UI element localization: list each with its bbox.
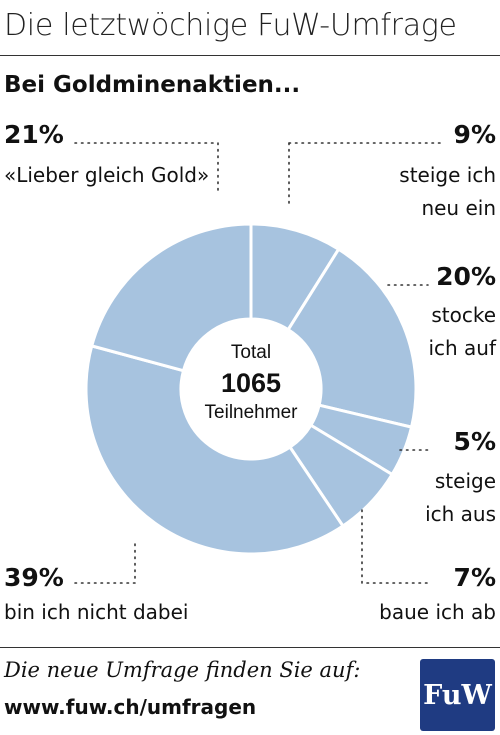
slice-label-baue-ab: baue ich ab	[379, 600, 496, 624]
slice-label-nicht-dabei: bin ich nicht dabei	[4, 600, 189, 624]
slice-percent-stocke-auf: 20%	[436, 262, 496, 291]
slice-label-gold: «Lieber gleich Gold»	[4, 163, 210, 187]
center-total-value: 1065	[221, 368, 281, 398]
slice-percent-neu-ein: 9%	[453, 120, 496, 149]
footer-text: Die neue Umfrage finden Sie auf:	[4, 658, 361, 682]
leader-line	[74, 142, 219, 194]
slice-label-steige-aus-1: steige	[434, 469, 496, 493]
leader-line	[361, 509, 429, 584]
center-total-unit: Teilnehmer	[205, 402, 299, 423]
slice-label-neu-ein-2: neu ein	[421, 196, 496, 220]
footer-url-link[interactable]: www.fuw.ch/umfragen	[4, 695, 257, 719]
slice-percent-nicht-dabei: 39%	[4, 563, 64, 592]
fuw-logo-text: FuW	[423, 679, 492, 711]
leader-line	[74, 539, 136, 584]
leader-lines	[74, 142, 441, 584]
slice-label-stocke-auf-1: stocke	[431, 303, 496, 327]
header-title: Die letztwöchige FuW-Umfrage	[4, 8, 457, 43]
slice-percent-gold: 21%	[4, 120, 64, 149]
slice-percent-steige-aus: 5%	[453, 427, 496, 456]
center-total-label: Total	[231, 342, 271, 363]
donut-chart: Total 1065 Teilnehmer	[74, 142, 441, 584]
chart-title: Bei Goldminenaktien...	[4, 72, 301, 98]
donut-slice	[286, 247, 418, 429]
header-divider	[0, 55, 500, 56]
fuw-logo: FuW	[420, 659, 495, 731]
slice-percent-baue-ab: 7%	[453, 563, 496, 592]
slice-label-steige-aus-2: ich aus	[425, 502, 496, 526]
donut-slice	[84, 344, 346, 556]
donut-slices	[84, 222, 418, 556]
donut-slice	[89, 222, 253, 373]
slice-label-neu-ein-1: steige ich	[399, 163, 496, 187]
slice-label-stocke-auf-2: ich auf	[428, 336, 496, 360]
footer-divider	[0, 647, 500, 648]
